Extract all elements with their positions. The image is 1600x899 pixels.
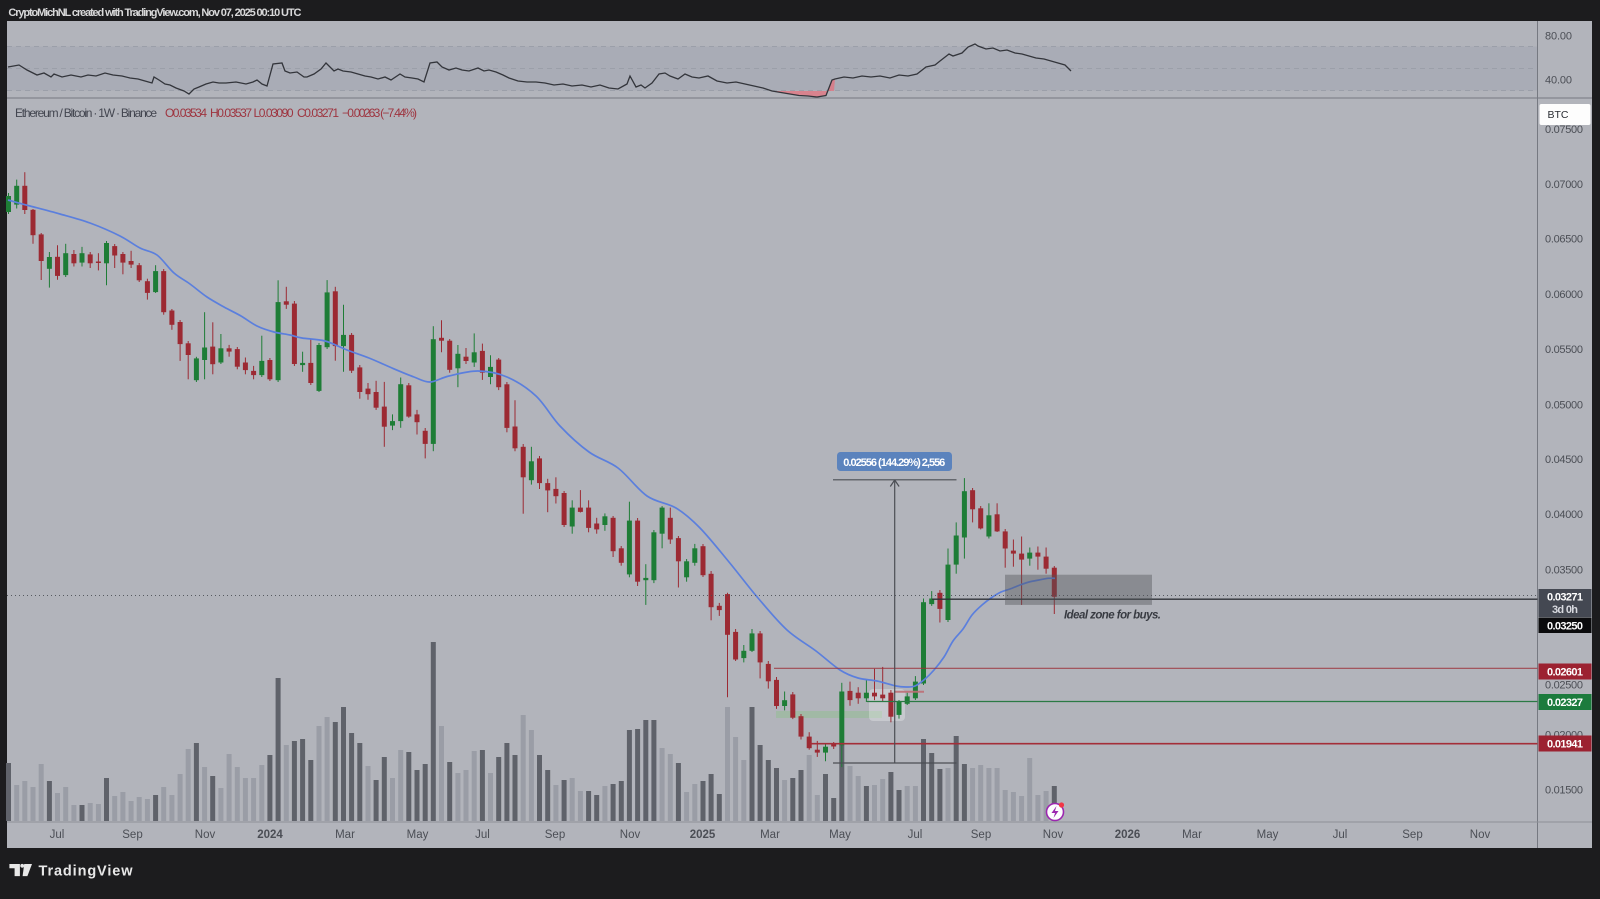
svg-text:May: May (407, 829, 429, 841)
svg-text:Sep: Sep (545, 829, 565, 841)
svg-text:Ethereum / Bitcoin · 1W · Bina: Ethereum / Bitcoin · 1W · Binance (15, 106, 157, 120)
svg-text:Jul: Jul (908, 829, 923, 841)
svg-text:0.07000: 0.07000 (1545, 179, 1583, 191)
svg-text:3d 0h: 3d 0h (1552, 604, 1578, 616)
svg-text:Nov: Nov (1470, 829, 1491, 841)
svg-text:0.02556 (144.29%) 2,556: 0.02556 (144.29%) 2,556 (843, 457, 945, 469)
svg-text:Jul: Jul (50, 829, 65, 841)
svg-text:0.07500: 0.07500 (1545, 124, 1583, 136)
svg-text:0.01941: 0.01941 (1547, 739, 1583, 751)
svg-text:0.05000: 0.05000 (1545, 399, 1583, 411)
svg-text:0.02601: 0.02601 (1547, 667, 1583, 679)
svg-text:Nov: Nov (195, 829, 216, 841)
svg-text:80.00: 80.00 (1545, 31, 1572, 43)
svg-text:0.04000: 0.04000 (1545, 509, 1583, 521)
svg-text:0.02327: 0.02327 (1547, 697, 1583, 709)
svg-text:0.03250: 0.03250 (1547, 620, 1583, 632)
svg-text:Nov: Nov (620, 829, 641, 841)
svg-text:TradingView: TradingView (39, 864, 134, 880)
svg-text:0.06000: 0.06000 (1545, 289, 1583, 301)
svg-text:Nov: Nov (1043, 829, 1064, 841)
svg-text:2026: 2026 (1115, 829, 1141, 841)
svg-text:2025: 2025 (690, 829, 716, 841)
svg-text:H0.03537: H0.03537 (210, 106, 252, 120)
svg-text:May: May (829, 829, 851, 841)
svg-text:CryptoMichNL created with Trad: CryptoMichNL created with TradingView.co… (8, 7, 301, 19)
svg-text:Ideal zone for buys.: Ideal zone for buys. (1064, 610, 1161, 622)
svg-text:Mar: Mar (335, 829, 355, 841)
svg-text:2024: 2024 (257, 829, 283, 841)
svg-text:0.02500: 0.02500 (1545, 680, 1583, 692)
svg-text:May: May (1257, 829, 1279, 841)
svg-text:Mar: Mar (1182, 829, 1202, 841)
svg-text:C0.03271: C0.03271 (297, 106, 339, 120)
svg-text:0.06500: 0.06500 (1545, 234, 1583, 246)
svg-text:0.04500: 0.04500 (1545, 454, 1583, 466)
svg-text:L0.03090: L0.03090 (254, 106, 294, 120)
svg-text:Sep: Sep (122, 829, 142, 841)
svg-text:−0.00263 (−7.44%): −0.00263 (−7.44%) (342, 106, 417, 120)
svg-text:Jul: Jul (1333, 829, 1348, 841)
svg-text:Jul: Jul (475, 829, 490, 841)
svg-text:Sep: Sep (1402, 829, 1422, 841)
svg-text:Sep: Sep (971, 829, 991, 841)
svg-text:0.05500: 0.05500 (1545, 344, 1583, 356)
svg-text:0.03500: 0.03500 (1545, 564, 1583, 576)
svg-text:0.01500: 0.01500 (1545, 785, 1583, 797)
svg-text:40.00: 40.00 (1545, 75, 1572, 87)
svg-text:0.03271: 0.03271 (1547, 592, 1583, 604)
svg-text:Mar: Mar (760, 829, 780, 841)
svg-text:O0.03534: O0.03534 (165, 106, 207, 120)
svg-text:BTC: BTC (1548, 109, 1569, 121)
